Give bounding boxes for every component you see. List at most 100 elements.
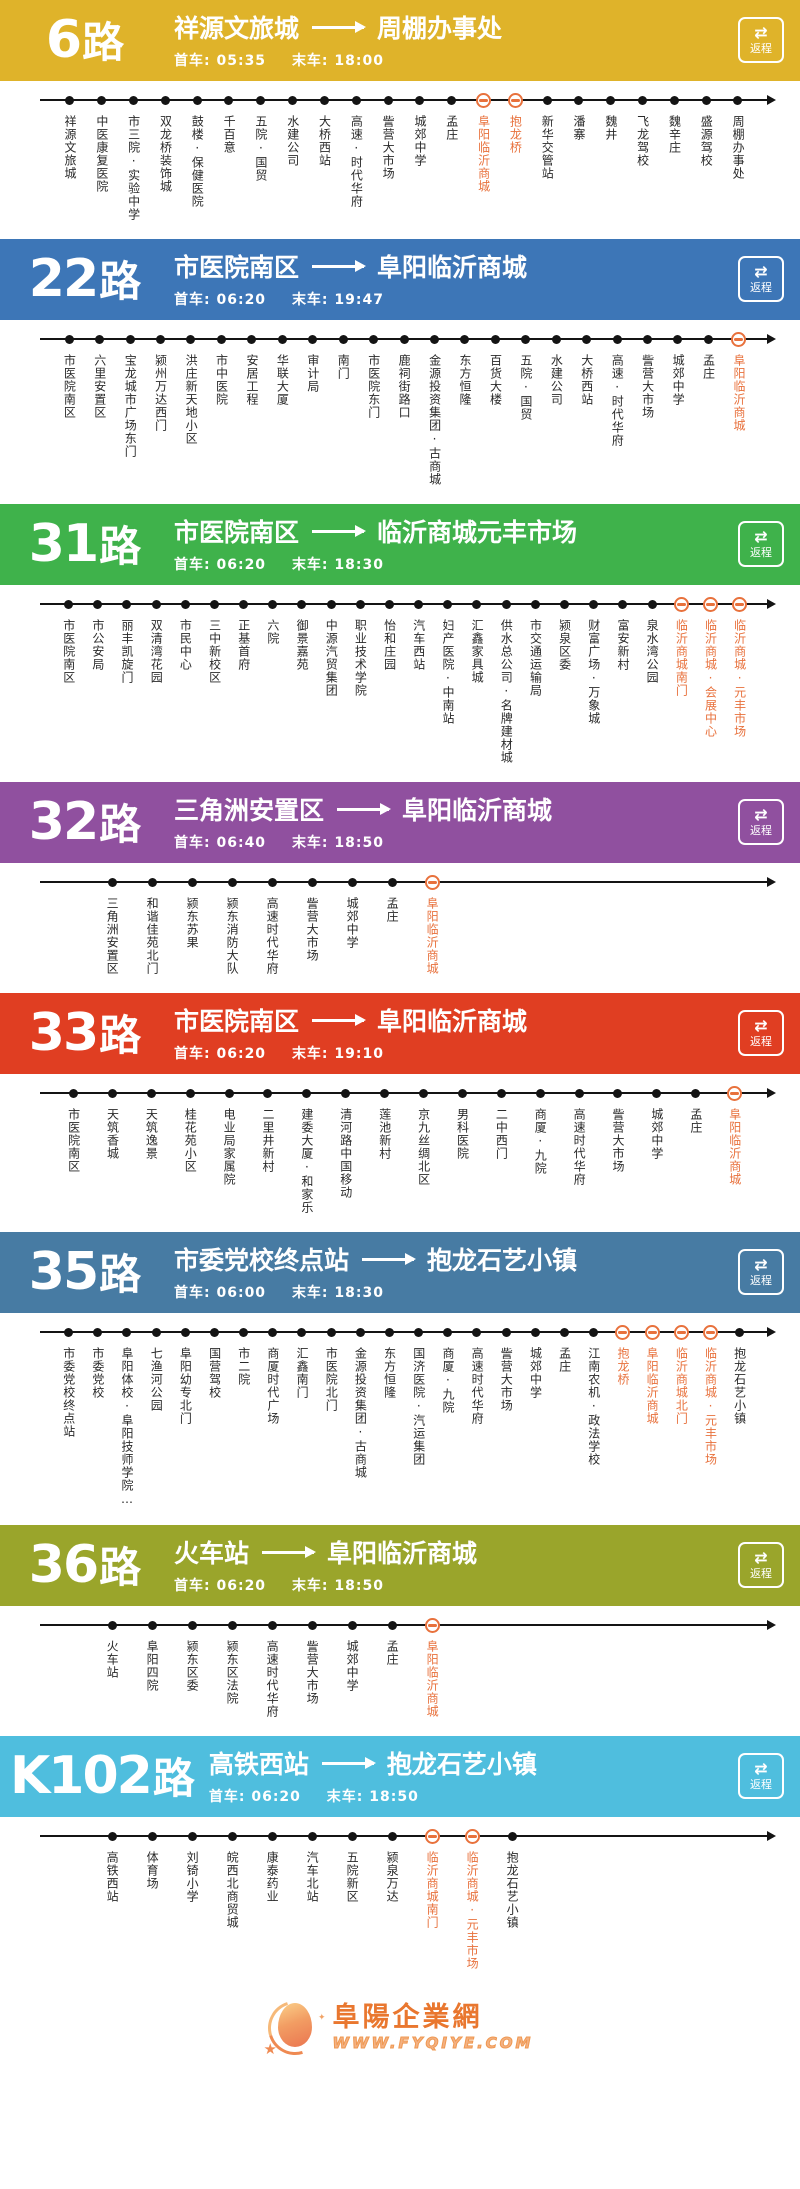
return-trip-button[interactable]: ⇄ 返程: [738, 798, 784, 845]
bus-stop: 三中新校区: [200, 596, 229, 764]
stop-name: 南门: [336, 354, 351, 380]
return-trip-button[interactable]: ⇄ 返程: [738, 1541, 784, 1588]
stops-row: 市医院南区 天筑香城 天筑逸景 桂花苑小区 电业局家属院 二里井新村 建委大厦·…: [0, 1085, 800, 1214]
stop-name: 抱龙桥: [508, 115, 523, 154]
stop-name: 五院·国贸: [253, 115, 268, 182]
bus-stop: 和谐佳苑北门: [132, 874, 172, 975]
bus-stop: 阜阳临沂商城: [412, 874, 452, 975]
stop-name: 颍东区委: [185, 1640, 200, 1692]
first-bus-time: 06:20: [216, 557, 267, 573]
stop-marker-icon: [247, 331, 257, 347]
bus-stop: 桂花苑小区: [171, 1085, 210, 1214]
route-line: [40, 1327, 776, 1337]
bus-stop: 建委大厦·和家乐: [287, 1085, 326, 1214]
stop-marker-icon: [673, 596, 689, 612]
return-trip-label: 返程: [750, 824, 772, 837]
bus-stop: 市医院北门: [317, 1324, 346, 1507]
stop-name: 三中新校区: [207, 619, 222, 684]
route-header: K102 路 高铁西站 抱龙石艺小镇 首车: 06:20 末车: 18:50: [0, 1736, 800, 1817]
route-title: 高铁西站 抱龙石艺小镇: [209, 1745, 537, 1781]
route-origin: 高铁西站: [208, 1750, 309, 1779]
bus-stop: 阜阳临沂商城: [715, 1085, 754, 1214]
bus-stop: 天筑逸景: [132, 1085, 171, 1214]
stop-marker-icon: [308, 331, 318, 347]
stop-marker-icon: [460, 331, 470, 347]
stop-name: 天筑香城: [105, 1108, 120, 1160]
bus-stop: 丽丰凯旋门: [112, 596, 141, 764]
route-number-suffix: 路: [82, 17, 125, 67]
bus-stop: 抱龙石艺小镇: [492, 1828, 532, 1970]
stop-marker-icon: [582, 331, 592, 347]
stop-name: 康泰药业: [265, 1851, 280, 1903]
bus-stop: 鼓楼·保健医院: [181, 92, 213, 221]
route-title: 市医院南区 阜阳临沂商城: [174, 1002, 527, 1038]
route-times: 首车: 06:00 末车: 18:30: [174, 1282, 577, 1302]
route-title: 市医院南区 阜阳临沂商城: [174, 248, 527, 284]
stop-marker-icon: [239, 596, 249, 612]
bus-stop: 市医院东门: [358, 331, 388, 486]
bus-stop: 临沂商城南门: [667, 596, 696, 764]
stop-marker-icon: [589, 596, 599, 612]
return-trip-button[interactable]: ⇄ 返程: [738, 1009, 784, 1056]
return-trip-button[interactable]: ⇄ 返程: [738, 255, 784, 302]
stop-name: 城郊中学: [528, 1347, 543, 1399]
route-section: 22 路 市医院南区 阜阳临沂商城 首车: 06:20 末车: 19:47: [0, 239, 800, 504]
bus-stop: 孟庄: [693, 331, 723, 486]
stop-name: 汇鑫家具城: [470, 619, 485, 684]
stop-marker-icon: [507, 92, 523, 108]
stop-name: 大桥西站: [579, 354, 594, 406]
stop-marker-icon: [424, 1828, 440, 1844]
stop-marker-icon: [125, 331, 135, 347]
return-trip-button[interactable]: ⇄ 返程: [738, 16, 784, 63]
route-number: 32 路: [10, 796, 160, 848]
stop-name: 五院新区: [345, 1851, 360, 1903]
stop-marker-icon: [727, 1085, 743, 1101]
route-stops-strip: 市医院南区 六里安置区 宝龙城市广场东门 颍州万达西门 洪庄新天地小区 市中医院…: [0, 320, 800, 504]
return-trip-button[interactable]: ⇄ 返程: [738, 1752, 784, 1799]
route-direction-arrow-icon: [312, 524, 367, 537]
site-logo-icon: ★ ✦: [258, 1991, 332, 2065]
stops-row: 市医院南区 市公安局 丽丰凯旋门 双清湾花园 市民中心 三中新校区 正基首府 六…: [0, 596, 800, 764]
route-origin: 祥源文旅城: [174, 14, 300, 43]
stop-name: 临沂商城·元丰市场: [732, 619, 747, 738]
last-bus-label: 末车:: [326, 1789, 364, 1805]
bus-stop: 七渔河公园: [142, 1324, 171, 1507]
bus-stop: 訾营大市场: [292, 1617, 332, 1718]
stop-name: 东方恒隆: [382, 1347, 397, 1399]
stop-marker-icon: [703, 331, 713, 347]
stop-marker-icon: [701, 92, 711, 108]
stop-name: 潘寨: [572, 115, 587, 141]
stop-name: 金源投资集团·古商城: [353, 1347, 368, 1479]
stop-name: 阜阳临沂商城: [476, 115, 491, 193]
route-times: 首车: 06:40 末车: 18:50: [174, 832, 552, 852]
bus-stop: 阜阳幼专北门: [171, 1324, 200, 1507]
stop-name: 城郊中学: [412, 115, 427, 167]
stop-name: 訾营大市场: [640, 354, 655, 419]
stop-marker-icon: [472, 596, 482, 612]
route-line: [40, 1831, 776, 1841]
last-bus-label: 末车:: [291, 1046, 329, 1062]
bus-stop: 潘寨: [563, 92, 595, 221]
site-url[interactable]: www.fyqiye.com: [332, 2033, 534, 2052]
stop-marker-icon: [387, 1617, 397, 1633]
bus-stop: 孟庄: [550, 1324, 579, 1507]
stop-marker-icon: [560, 1324, 569, 1340]
return-trip-button[interactable]: ⇄ 返程: [738, 520, 784, 567]
stop-marker-icon: [347, 1828, 357, 1844]
stop-marker-icon: [227, 874, 237, 890]
stop-name: 市交通运输局: [528, 619, 543, 697]
stop-name: 国济医院·汽运集团: [411, 1347, 426, 1466]
bus-stop: 訾营大市场: [492, 1324, 521, 1507]
stop-name: 周棚办事处: [731, 115, 746, 180]
route-line: [40, 599, 776, 609]
route-number: 6 路: [10, 14, 160, 66]
bus-stop: 宝龙城市广场东门: [115, 331, 145, 486]
stop-marker-icon: [209, 596, 219, 612]
stop-marker-icon: [530, 596, 540, 612]
stop-marker-icon: [319, 92, 329, 108]
bus-stop: 二中西门: [482, 1085, 521, 1214]
stop-marker-icon: [613, 1085, 623, 1101]
return-trip-button[interactable]: ⇄ 返程: [738, 1248, 784, 1295]
stop-marker-icon: [643, 331, 653, 347]
route-line: [40, 1088, 776, 1098]
